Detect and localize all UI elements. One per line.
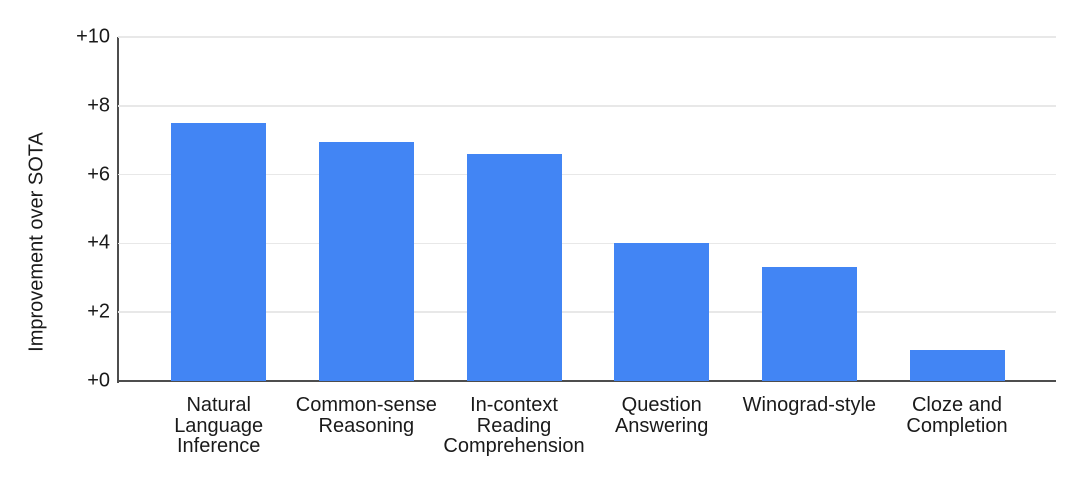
gridline-6 bbox=[118, 173, 1056, 176]
x-axis-label-winograd-style: Winograd-style bbox=[724, 395, 894, 416]
x-axis-label-natural-language-inference: Natural Language Inference bbox=[134, 395, 304, 457]
plot-area bbox=[118, 36, 1056, 381]
x-axis-label-line: Inference bbox=[176, 435, 261, 457]
gridline-8 bbox=[118, 105, 1056, 107]
x-axis-label-cloze-and-completion: Cloze and Completion bbox=[872, 395, 1042, 436]
gridline-4 bbox=[118, 242, 1056, 245]
gridline-10 bbox=[118, 36, 1056, 38]
bar-winograd-style bbox=[761, 267, 857, 381]
x-axis-label-line: Comprehension bbox=[443, 435, 585, 457]
x-axis-label-line: Completion bbox=[906, 414, 1008, 437]
bar-cloze-and-completion bbox=[909, 350, 1005, 381]
x-axis-label-line: Common-sense bbox=[295, 394, 437, 416]
bar-question-answering bbox=[614, 243, 710, 381]
y-tick-label-4: +4 bbox=[87, 231, 110, 254]
bar-natural-language-inference bbox=[171, 123, 267, 381]
x-axis-label-line: Cloze and bbox=[911, 394, 1003, 416]
y-tick-label-8: +8 bbox=[87, 94, 110, 117]
x-axis-label-question-answering: Question Answering bbox=[577, 395, 747, 436]
y-tick-label-6: +6 bbox=[87, 163, 110, 186]
x-axis-label-line: In-context bbox=[470, 394, 558, 416]
x-axis-label-line: Winograd-style bbox=[742, 394, 877, 416]
bar-common-sense-reasoning bbox=[318, 141, 414, 381]
bar-in-context-reading-comprehension bbox=[466, 153, 562, 381]
y-tick-label-10: +10 bbox=[76, 25, 110, 48]
x-axis-line bbox=[117, 380, 1056, 382]
x-axis-label-line: Question bbox=[621, 394, 702, 416]
x-axis-label-in-context-reading-comprehension: In-context Reading Comprehension bbox=[429, 395, 599, 457]
y-tick-label-0: +0 bbox=[87, 369, 110, 392]
x-axis-label-line: Answering bbox=[614, 414, 709, 437]
x-axis-label-common-sense-reasoning: Common-sense Reasoning bbox=[281, 395, 451, 436]
x-axis-label-line: Natural bbox=[186, 394, 251, 416]
x-axis-label-line: Reading bbox=[476, 414, 552, 437]
y-axis-line bbox=[117, 37, 119, 383]
y-tick-label-2: +2 bbox=[87, 300, 110, 323]
x-axis-label-line: Language bbox=[174, 414, 264, 437]
gridline-2 bbox=[118, 311, 1056, 313]
x-axis-label-line: Reasoning bbox=[318, 414, 415, 437]
